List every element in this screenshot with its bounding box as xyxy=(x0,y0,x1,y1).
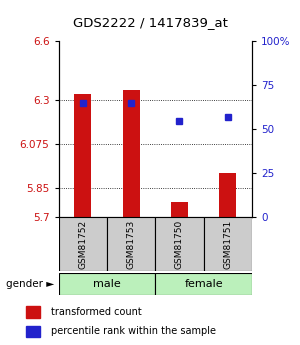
Bar xyxy=(58,273,155,295)
Text: GSM81753: GSM81753 xyxy=(127,219,136,269)
Text: GDS2222 / 1417839_at: GDS2222 / 1417839_at xyxy=(73,16,227,29)
Bar xyxy=(26,326,40,337)
Text: male: male xyxy=(93,279,121,289)
Bar xyxy=(58,217,107,271)
Bar xyxy=(219,174,236,217)
Text: gender ►: gender ► xyxy=(6,279,54,289)
Bar xyxy=(26,306,40,317)
Bar xyxy=(171,202,188,217)
Bar xyxy=(107,217,155,271)
Text: GSM81750: GSM81750 xyxy=(175,219,184,269)
Bar xyxy=(155,273,252,295)
Text: GSM81752: GSM81752 xyxy=(78,219,87,269)
Bar xyxy=(204,217,252,271)
Bar xyxy=(123,90,140,217)
Text: percentile rank within the sample: percentile rank within the sample xyxy=(51,326,216,336)
Text: GSM81751: GSM81751 xyxy=(223,219,232,269)
Bar xyxy=(155,217,204,271)
Text: transformed count: transformed count xyxy=(51,307,142,317)
Text: female: female xyxy=(184,279,223,289)
Bar xyxy=(74,94,91,217)
